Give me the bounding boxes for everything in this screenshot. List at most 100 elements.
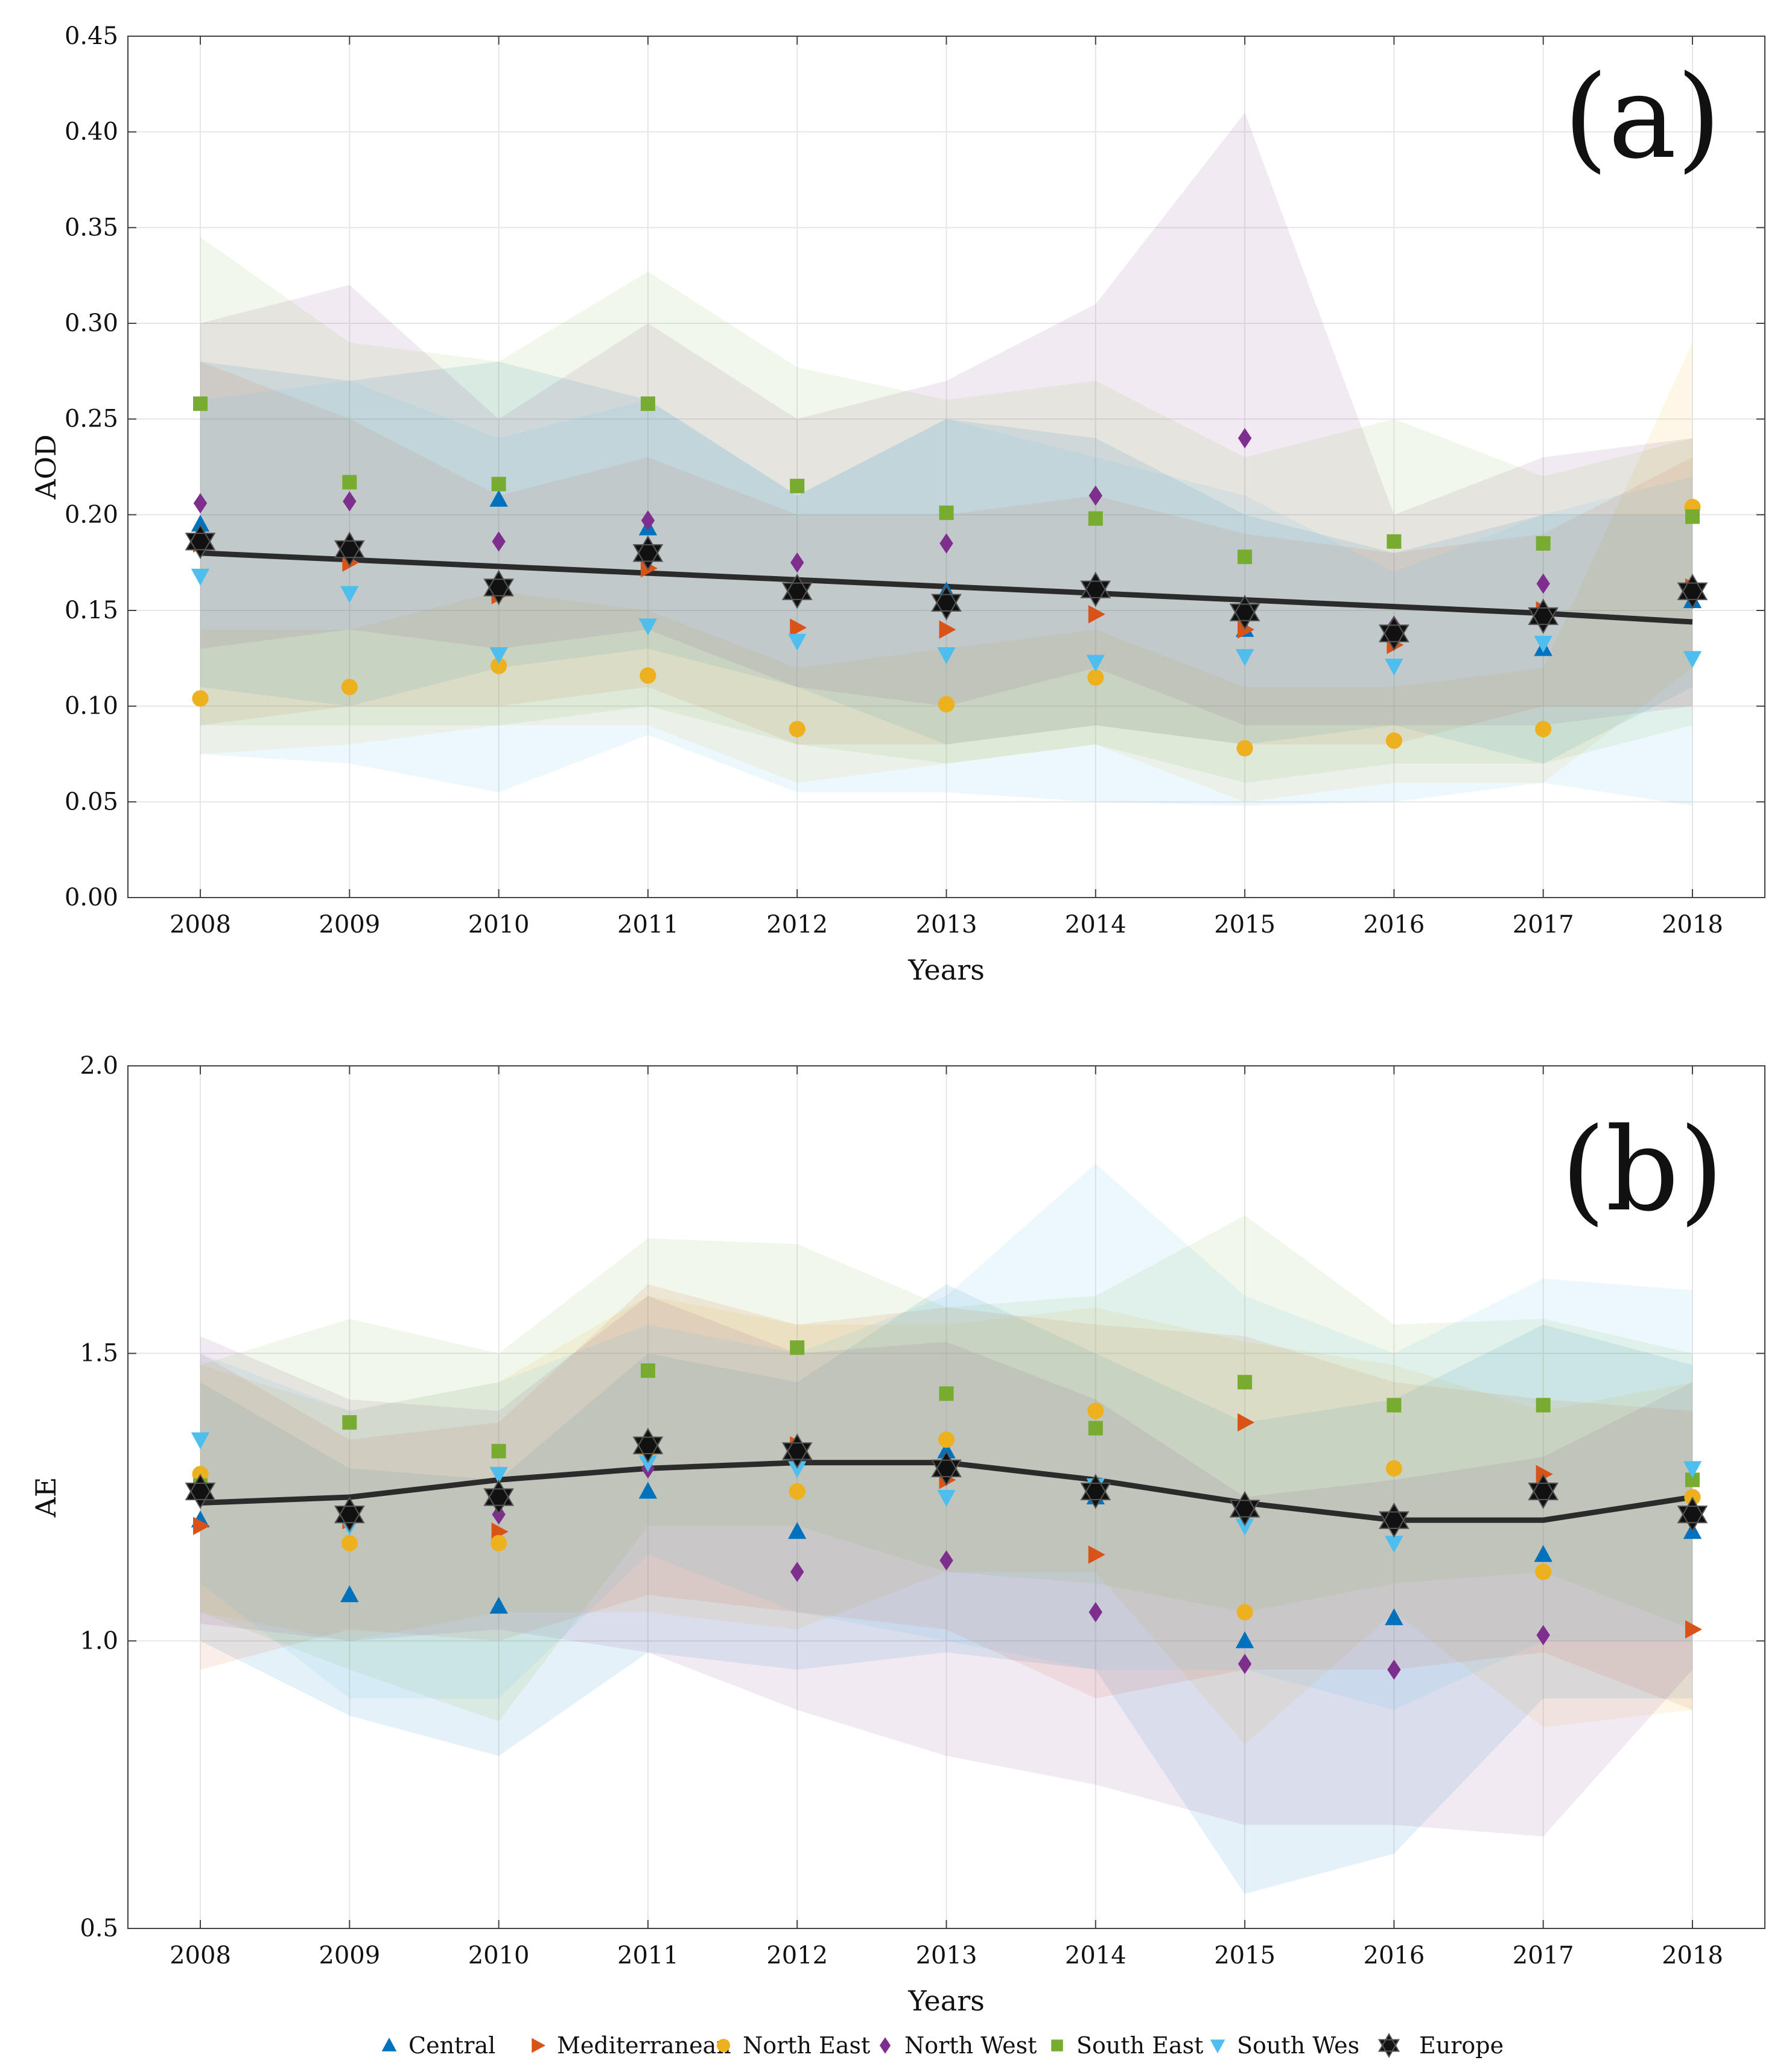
xtick-label: 2010 <box>468 1942 530 1969</box>
point-south-wes-2010 <box>489 1466 508 1484</box>
point-south-wes-2011 <box>638 618 658 636</box>
point-north-east-2015 <box>1236 1604 1253 1621</box>
point-south-wes-2018 <box>1683 1461 1702 1478</box>
point-central-2009 <box>340 1585 359 1603</box>
band-north-east <box>200 342 1692 802</box>
point-north-east-2010 <box>491 657 507 674</box>
ytick-label: 0.25 <box>65 405 118 433</box>
point-europe-2013 <box>931 1451 962 1486</box>
point-mediterranean-2014 <box>1088 1545 1105 1564</box>
point-mediterranean-2018 <box>1685 1620 1702 1639</box>
point-europe-2015 <box>1229 1491 1260 1527</box>
point-south-wes-2016 <box>1385 659 1403 676</box>
chart-a-yticks: 0.00 0.05 0.10 0.15 0.20 0.25 0.30 0.35 0.40 0.45 <box>65 22 1765 911</box>
chart-a-xticks: 2008 2009 2010 2011 2012 2013 2014 2015 2016 2017… <box>170 36 1723 939</box>
point-north-west-2010 <box>492 531 506 552</box>
point-north-east-2016 <box>1385 732 1402 749</box>
point-south-wes-2009 <box>340 586 359 603</box>
point-europe-2012 <box>781 1433 813 1469</box>
point-north-east-2016 <box>1385 1460 1402 1477</box>
point-north-east-2011 <box>640 667 656 684</box>
ytick-label: 0.15 <box>65 597 118 624</box>
point-north-east-2013 <box>938 1431 955 1448</box>
point-south-east-2014 <box>1088 1421 1103 1436</box>
ytick-label: 0.20 <box>65 501 118 528</box>
point-south-east-2018 <box>1685 1472 1700 1487</box>
ytick-label: 0.5 <box>80 1915 118 1942</box>
point-europe-2015 <box>1229 594 1260 630</box>
point-south-east-2011 <box>640 1363 655 1378</box>
point-south-east-2014 <box>1088 511 1103 526</box>
diamond-icon <box>879 2037 891 2054</box>
point-south-east-2017 <box>1536 536 1551 551</box>
point-mediterranean-2013 <box>939 620 956 639</box>
point-south-east-2017 <box>1536 1398 1551 1413</box>
legend-label: North West <box>904 2032 1037 2059</box>
point-south-wes-2008 <box>191 1432 210 1449</box>
point-south-east-2009 <box>342 475 357 490</box>
legend: Central Mediterranean North East North West… <box>381 2032 1504 2059</box>
point-europe-2018 <box>1677 1497 1708 1532</box>
point-south-wes-2010 <box>489 647 508 664</box>
point-south-east-2018 <box>1685 509 1700 524</box>
point-central-2013 <box>937 1441 956 1459</box>
xtick-label: 2011 <box>617 1942 679 1969</box>
point-south-wes-2016 <box>1385 1536 1403 1553</box>
point-south-wes-2018 <box>1683 651 1702 668</box>
point-south-east-2010 <box>491 477 506 492</box>
point-south-wes-2013 <box>937 647 956 664</box>
point-central-2017 <box>1534 1545 1552 1562</box>
point-south-east-2016 <box>1387 534 1402 549</box>
circle-icon <box>716 2038 731 2053</box>
point-mediterranean-2012 <box>790 618 807 637</box>
point-north-west-2012 <box>790 1562 804 1582</box>
point-europe-2014 <box>1080 571 1111 607</box>
point-mediterranean-2015 <box>1238 1413 1255 1432</box>
point-europe-2009 <box>334 531 365 567</box>
point-south-wes-2015 <box>1235 649 1254 667</box>
xtick-label: 2015 <box>1214 911 1276 939</box>
point-north-west-2009 <box>343 491 357 512</box>
legend-label: Central <box>408 2032 495 2059</box>
chart-a-xlabel: Years <box>907 954 985 986</box>
xtick-label: 2010 <box>468 911 530 939</box>
point-north-west-2013 <box>939 1550 953 1571</box>
xtick-label: 2013 <box>916 1942 977 1969</box>
xtick-label: 2012 <box>766 1942 828 1969</box>
point-north-east-2012 <box>789 1483 805 1500</box>
triangle-up-icon <box>381 2038 397 2051</box>
ytick-label: 0.35 <box>65 214 118 241</box>
xtick-label: 2012 <box>766 911 828 939</box>
chart-a-marks <box>185 396 1708 757</box>
point-europe-2017 <box>1528 598 1559 634</box>
point-south-east-2010 <box>491 1443 506 1459</box>
ytick-label: 0.10 <box>65 692 118 720</box>
triangle-down-icon <box>1210 2039 1225 2053</box>
point-europe-2010 <box>483 569 514 606</box>
chart-b-bands <box>200 1164 1692 1894</box>
chart-b-xlabel: Years <box>907 1985 985 2017</box>
point-north-east-2014 <box>1087 669 1104 686</box>
point-europe-2010 <box>483 1479 514 1515</box>
chart-a: 0.00 0.05 0.10 0.15 0.20 0.25 0.30 0.35 0.40 0.45… <box>30 22 1765 986</box>
square-icon <box>1051 2039 1063 2051</box>
xtick-label: 2014 <box>1065 1942 1126 1969</box>
legend-item-europe: Europe <box>1377 2032 1504 2059</box>
xtick-label: 2011 <box>617 911 679 939</box>
band-north-east <box>200 1296 1692 1744</box>
xtick-label: 2018 <box>1662 1942 1723 1969</box>
chart-b-marks <box>185 1340 1708 1680</box>
point-south-east-2012 <box>790 478 805 493</box>
legend-label: Mediterranean <box>557 2032 731 2059</box>
xtick-label: 2018 <box>1662 911 1723 939</box>
point-north-west-2014 <box>1088 485 1102 506</box>
xtick-label: 2014 <box>1065 911 1126 939</box>
ytick-label: 2.0 <box>80 1052 118 1080</box>
legend-item-mediterranean: Mediterranean <box>532 2032 731 2059</box>
point-south-wes-2015 <box>1235 1518 1254 1536</box>
point-north-west-2015 <box>1238 428 1252 449</box>
xtick-label: 2016 <box>1364 911 1425 939</box>
point-south-east-2015 <box>1238 550 1253 565</box>
